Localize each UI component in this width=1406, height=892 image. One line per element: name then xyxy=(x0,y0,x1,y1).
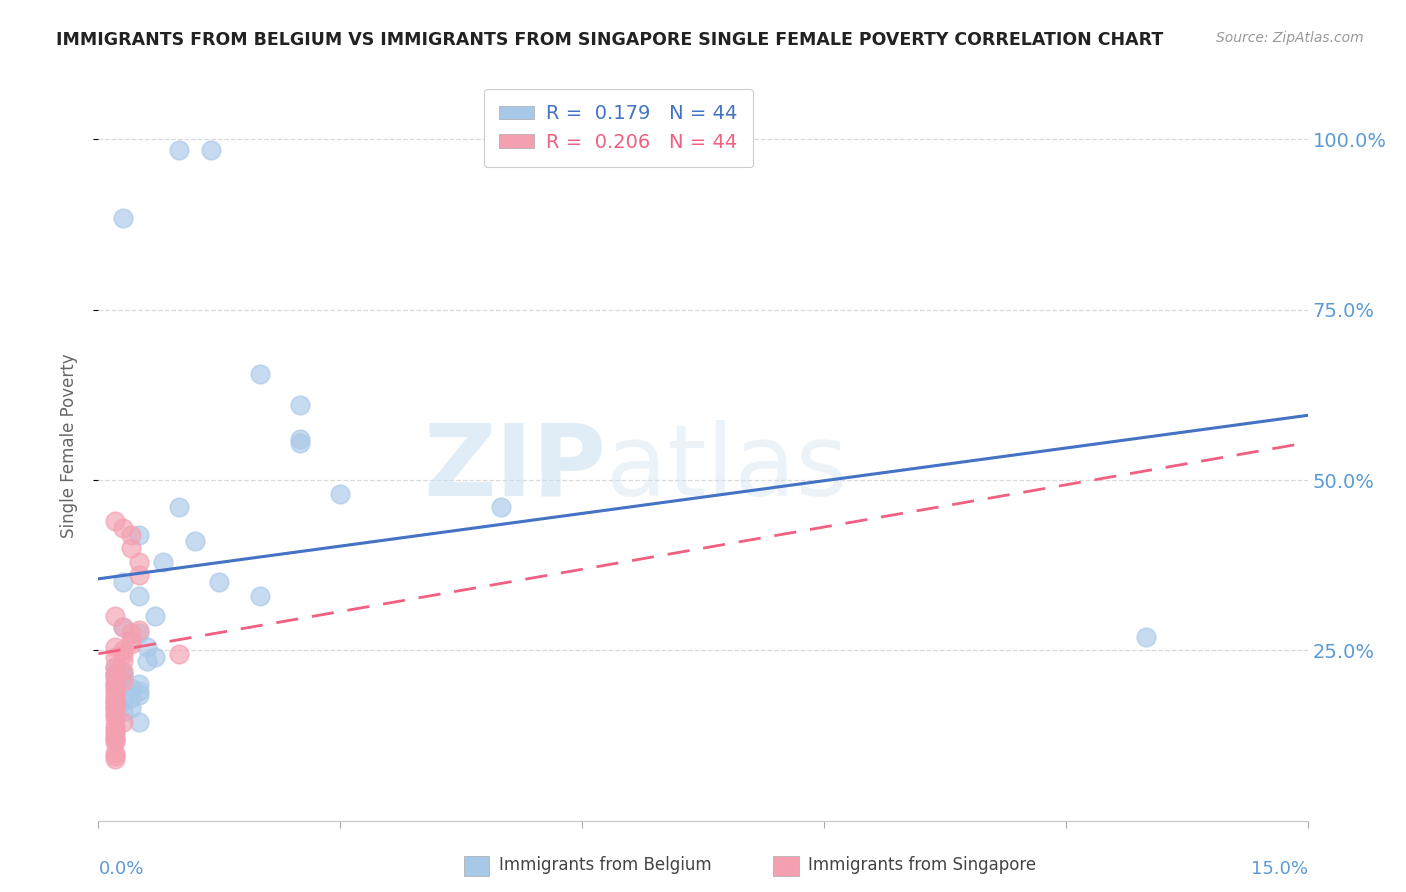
Text: Immigrants from Belgium: Immigrants from Belgium xyxy=(499,856,711,874)
Point xyxy=(103,694,125,708)
Point xyxy=(103,701,125,715)
Point xyxy=(111,654,134,668)
Point xyxy=(103,731,125,746)
Point xyxy=(329,486,352,500)
Point xyxy=(103,640,125,654)
Point xyxy=(167,143,190,157)
Point xyxy=(103,694,125,708)
Point xyxy=(120,626,142,640)
Point xyxy=(103,705,125,719)
Point xyxy=(128,555,150,569)
Point xyxy=(103,701,125,715)
Point xyxy=(111,671,134,685)
Point xyxy=(111,671,134,685)
Point xyxy=(128,626,150,640)
Point xyxy=(491,500,513,515)
Point xyxy=(135,640,157,654)
Point xyxy=(111,521,134,535)
Point xyxy=(103,677,125,691)
Point xyxy=(200,143,222,157)
Point xyxy=(152,555,174,569)
Point xyxy=(111,664,134,678)
Text: ZIP: ZIP xyxy=(423,420,606,517)
Point xyxy=(103,752,125,766)
Point xyxy=(128,568,150,582)
Point xyxy=(103,667,125,681)
Point xyxy=(143,650,166,665)
Point xyxy=(111,705,134,719)
Point xyxy=(128,714,150,729)
Point xyxy=(143,609,166,624)
Point xyxy=(249,368,271,382)
Point xyxy=(103,671,125,685)
Point xyxy=(103,735,125,749)
Point xyxy=(128,677,150,691)
Point xyxy=(103,731,125,746)
Point xyxy=(103,729,125,743)
Point xyxy=(103,609,125,624)
Text: 0.0%: 0.0% xyxy=(98,860,143,878)
Point xyxy=(103,748,125,763)
Point xyxy=(111,694,134,708)
Point xyxy=(111,643,134,657)
Point xyxy=(120,681,142,695)
Point xyxy=(103,677,125,691)
Point xyxy=(120,541,142,556)
Point xyxy=(128,688,150,702)
Point xyxy=(249,589,271,603)
Point xyxy=(103,514,125,528)
Point xyxy=(103,725,125,739)
Point xyxy=(120,701,142,715)
Text: 15.0%: 15.0% xyxy=(1250,860,1308,878)
Point xyxy=(184,534,207,549)
Point xyxy=(120,636,142,650)
Point xyxy=(167,647,190,661)
Point xyxy=(208,575,231,590)
Point xyxy=(103,684,125,698)
Point xyxy=(103,698,125,712)
Point xyxy=(111,667,134,681)
Point xyxy=(128,684,150,698)
Legend: R =  0.179   N = 44, R =  0.206   N = 44: R = 0.179 N = 44, R = 0.206 N = 44 xyxy=(484,88,754,168)
Point xyxy=(103,667,125,681)
Point xyxy=(288,398,311,412)
Point xyxy=(288,432,311,446)
Point xyxy=(103,688,125,702)
Point xyxy=(103,718,125,732)
Point xyxy=(135,654,157,668)
Y-axis label: Single Female Poverty: Single Female Poverty xyxy=(59,354,77,538)
Point xyxy=(103,660,125,674)
Point xyxy=(111,673,134,688)
Point xyxy=(111,619,134,633)
Point xyxy=(103,650,125,665)
Point xyxy=(103,667,125,681)
Point xyxy=(103,746,125,760)
Text: Source: ZipAtlas.com: Source: ZipAtlas.com xyxy=(1216,31,1364,45)
Point xyxy=(111,211,134,225)
Text: atlas: atlas xyxy=(606,420,848,517)
Point xyxy=(111,667,134,681)
Point xyxy=(120,633,142,648)
Point xyxy=(167,500,190,515)
Point xyxy=(111,619,134,633)
Point xyxy=(120,691,142,706)
Point xyxy=(128,527,150,541)
Point xyxy=(111,714,134,729)
Point xyxy=(288,435,311,450)
Point xyxy=(103,708,125,723)
Point xyxy=(103,722,125,736)
Text: Immigrants from Singapore: Immigrants from Singapore xyxy=(808,856,1036,874)
Point xyxy=(103,711,125,725)
Point xyxy=(120,527,142,541)
Text: IMMIGRANTS FROM BELGIUM VS IMMIGRANTS FROM SINGAPORE SINGLE FEMALE POVERTY CORRE: IMMIGRANTS FROM BELGIUM VS IMMIGRANTS FR… xyxy=(56,31,1164,49)
Point xyxy=(103,681,125,695)
Point xyxy=(111,575,134,590)
Point xyxy=(1135,630,1157,644)
Point xyxy=(128,589,150,603)
Point xyxy=(103,660,125,674)
Point xyxy=(111,647,134,661)
Point xyxy=(103,691,125,706)
Point xyxy=(128,623,150,637)
